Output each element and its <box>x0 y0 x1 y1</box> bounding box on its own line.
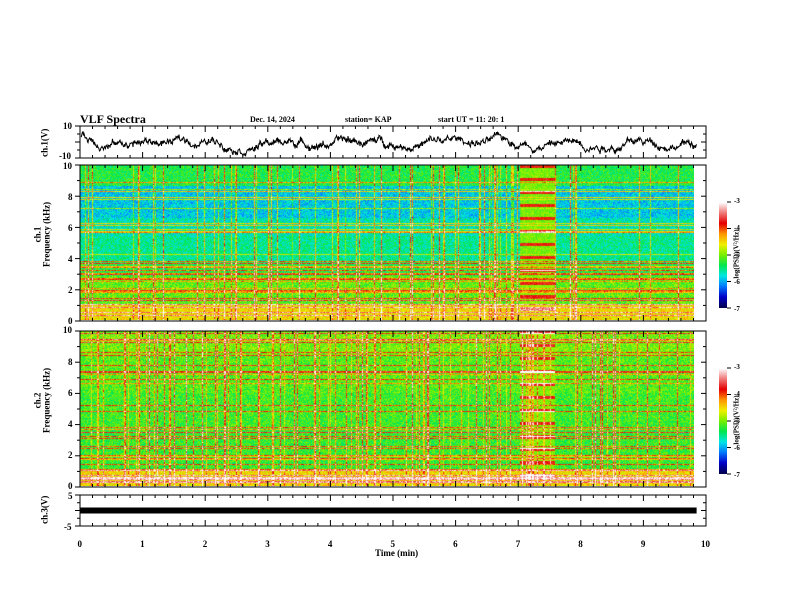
cb1-label: log(PSD)(V²/Hz) <box>732 229 741 279</box>
x-tick-label: 7 <box>515 539 521 549</box>
cb2-tick: -4 <box>734 390 740 398</box>
spec1-ytick: 10 <box>63 161 72 171</box>
station-label: station= KAP <box>345 115 392 124</box>
x-tick-label: 0 <box>77 539 83 549</box>
spec2-ytick: 2 <box>68 450 73 460</box>
ch1-colorbar <box>719 202 727 308</box>
ch3-ytick: -5 <box>64 522 72 532</box>
ch3-trace <box>80 507 697 514</box>
ch1-ylabel: ch.1(V) <box>39 128 50 157</box>
x-tick-label: 5 <box>390 539 396 549</box>
spec2-ytick: 8 <box>68 357 73 367</box>
ch1-spec-ylabel: ch.1 Frequency (kHz) <box>33 199 53 269</box>
ch2-spectrogram <box>80 331 694 486</box>
x-tick-label: 1 <box>140 539 145 549</box>
ch2-spec-ylabel: ch.2 Frequency (kHz) <box>33 365 53 435</box>
chart-title: VLF Spectra <box>80 112 146 126</box>
cb1-tick: -6 <box>734 278 740 286</box>
start-time-label: start UT = 11: 20: 1 <box>438 115 505 124</box>
cb1-tick: -3 <box>734 197 740 205</box>
ch3-ylabel: ch.3(V) <box>39 495 50 524</box>
cb1-tick: -5 <box>734 251 740 259</box>
cb2-tick: -7 <box>734 471 740 479</box>
date-label: Dec. 14, 2024 <box>250 115 295 124</box>
ch1-ytick: -10 <box>59 151 71 161</box>
spec1-ytick: 2 <box>68 285 73 295</box>
cb2-label: log(PSD)(V²/Hz) <box>732 395 741 445</box>
x-tick-label: 8 <box>578 539 583 549</box>
x-axis-label: Time (min) <box>375 548 419 558</box>
spec2-ytick: 4 <box>68 419 73 429</box>
spec2-ytick: 10 <box>63 325 72 335</box>
ch3-ytick: 5 <box>68 491 73 501</box>
ch1-spectrogram-frame <box>79 164 707 322</box>
spec1-ytick: 8 <box>68 192 73 202</box>
ch1-ytick: 10 <box>63 121 72 131</box>
ch1-spec-ylabel-line2: Frequency (kHz) <box>42 201 52 267</box>
x-tick-label: 6 <box>453 539 458 549</box>
cb1-tick: -4 <box>734 224 740 232</box>
spec1-ytick: 0 <box>68 316 73 326</box>
ch2-colorbar <box>719 368 727 474</box>
x-tick-label: 10 <box>701 539 710 549</box>
spec2-ytick: 6 <box>68 388 73 398</box>
cb2-tick: -6 <box>734 444 740 452</box>
x-tick-label: 2 <box>202 539 208 549</box>
spec1-ytick: 6 <box>68 223 73 233</box>
cb1-tick: -7 <box>734 305 740 313</box>
x-tick-label: 3 <box>265 539 270 549</box>
spec1-ytick: 4 <box>68 254 73 264</box>
x-tick-label: 4 <box>327 539 333 549</box>
ch1-trace <box>80 130 697 157</box>
spec2-ytick: 0 <box>68 481 73 491</box>
ch2-spec-ylabel-line2: Frequency (kHz) <box>42 367 52 433</box>
ch1-spectrogram <box>80 165 694 320</box>
cb2-tick: -5 <box>734 417 740 425</box>
ch2-spectrogram-frame <box>79 330 707 488</box>
cb2-tick: -3 <box>734 363 740 371</box>
x-tick-label: 9 <box>640 539 646 549</box>
